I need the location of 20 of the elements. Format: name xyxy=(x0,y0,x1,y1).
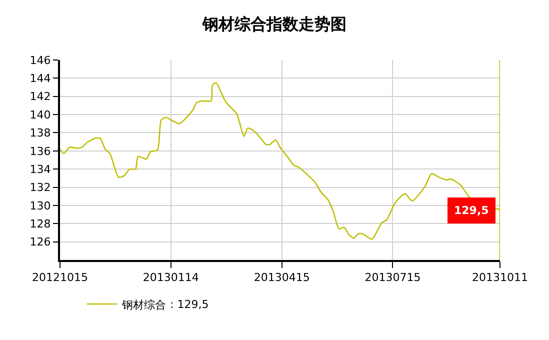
y-tick-label: 144 xyxy=(30,72,51,86)
x-tick-label: 20131011 xyxy=(472,271,528,284)
y-tick-label: 138 xyxy=(30,126,51,140)
y-tick-label: 136 xyxy=(30,144,51,158)
y-tick-label: 142 xyxy=(30,90,51,104)
y-tick-label: 130 xyxy=(30,199,51,212)
x-tick-label: 20121015 xyxy=(32,271,88,284)
y-tick-label: 128 xyxy=(30,217,51,230)
y-tick-label: 132 xyxy=(30,181,51,194)
annotation: 129,5 xyxy=(454,204,489,217)
y-tick-label: 134 xyxy=(30,162,51,176)
chart-title: 钢材综合指数走势图 xyxy=(202,14,346,34)
y-tick-label: 126 xyxy=(30,236,51,249)
x-tick-label: 20130114 xyxy=(142,271,199,284)
y-tick-label: 140 xyxy=(30,108,51,122)
y-tick-label: 146 xyxy=(30,54,51,67)
x-tick-label: 20130415 xyxy=(254,271,310,284)
text: : 129,5 xyxy=(170,298,209,311)
x-tick-label: 20130715 xyxy=(364,271,421,284)
legend-label: 钢材综合 xyxy=(121,298,166,312)
